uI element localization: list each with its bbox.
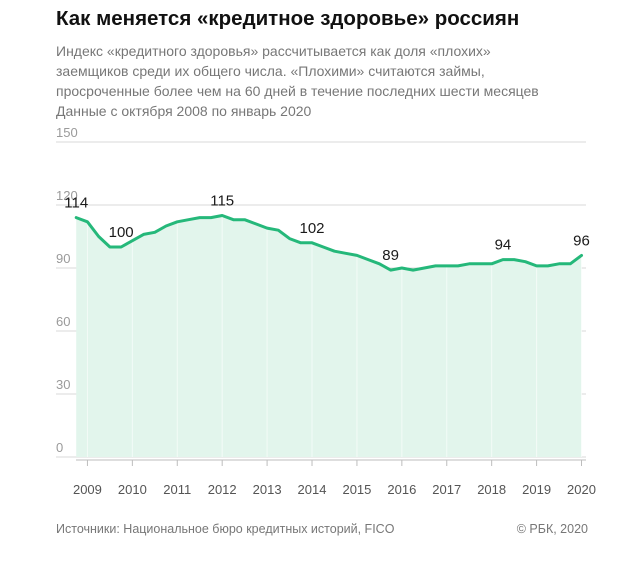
y-tick-label: 150 (56, 125, 78, 140)
x-tick-label: 2016 (387, 482, 416, 497)
area-fill (76, 215, 582, 457)
x-tick-label: 2017 (432, 482, 461, 497)
x-tick-label: 2018 (477, 482, 506, 497)
source-note: Источники: Национальное бюро кредитных и… (56, 522, 395, 536)
series-line (74, 214, 584, 272)
chart-title: Как меняется «кредитное здоровье» россия… (56, 7, 520, 30)
x-tick-label: 2012 (208, 482, 237, 497)
y-tick-label: 90 (56, 251, 70, 266)
x-tick-label: 2019 (522, 482, 551, 497)
chart-subtitle: Индекс «кредитного здоровья» рассчитывае… (56, 41, 616, 121)
data-label: 96 (573, 232, 590, 249)
data-label: 114 (64, 195, 88, 212)
subtitle-line: просроченные более чем на 60 дней в тече… (56, 83, 539, 99)
x-tick-label: 2020 (567, 482, 596, 497)
x-tick-label: 2014 (298, 482, 327, 497)
data-label: 102 (300, 220, 325, 237)
subtitle-line: заемщиков среди их общего числа. «Плохим… (56, 63, 485, 79)
data-label: 94 (495, 237, 512, 254)
x-tick-label: 2011 (163, 482, 191, 497)
subtitle-line: Данные с октября 2008 по январь 2020 (56, 103, 312, 119)
x-tick-label: 2015 (342, 482, 371, 497)
x-tick-label: 2013 (253, 482, 282, 497)
subtitle-line: Индекс «кредитного здоровья» рассчитывае… (56, 43, 491, 59)
data-label: 89 (382, 247, 399, 264)
y-tick-label: 30 (56, 377, 70, 392)
data-label: 100 (109, 224, 134, 241)
y-tick-label: 120 (56, 188, 78, 203)
data-label: 115 (210, 193, 234, 210)
x-tick-label: 2009 (73, 482, 102, 497)
y-tick-label: 60 (56, 314, 70, 329)
copyright-note: © РБК, 2020 (516, 522, 588, 536)
y-tick-label: 0 (56, 440, 63, 455)
x-tick-label: 2010 (118, 482, 147, 497)
